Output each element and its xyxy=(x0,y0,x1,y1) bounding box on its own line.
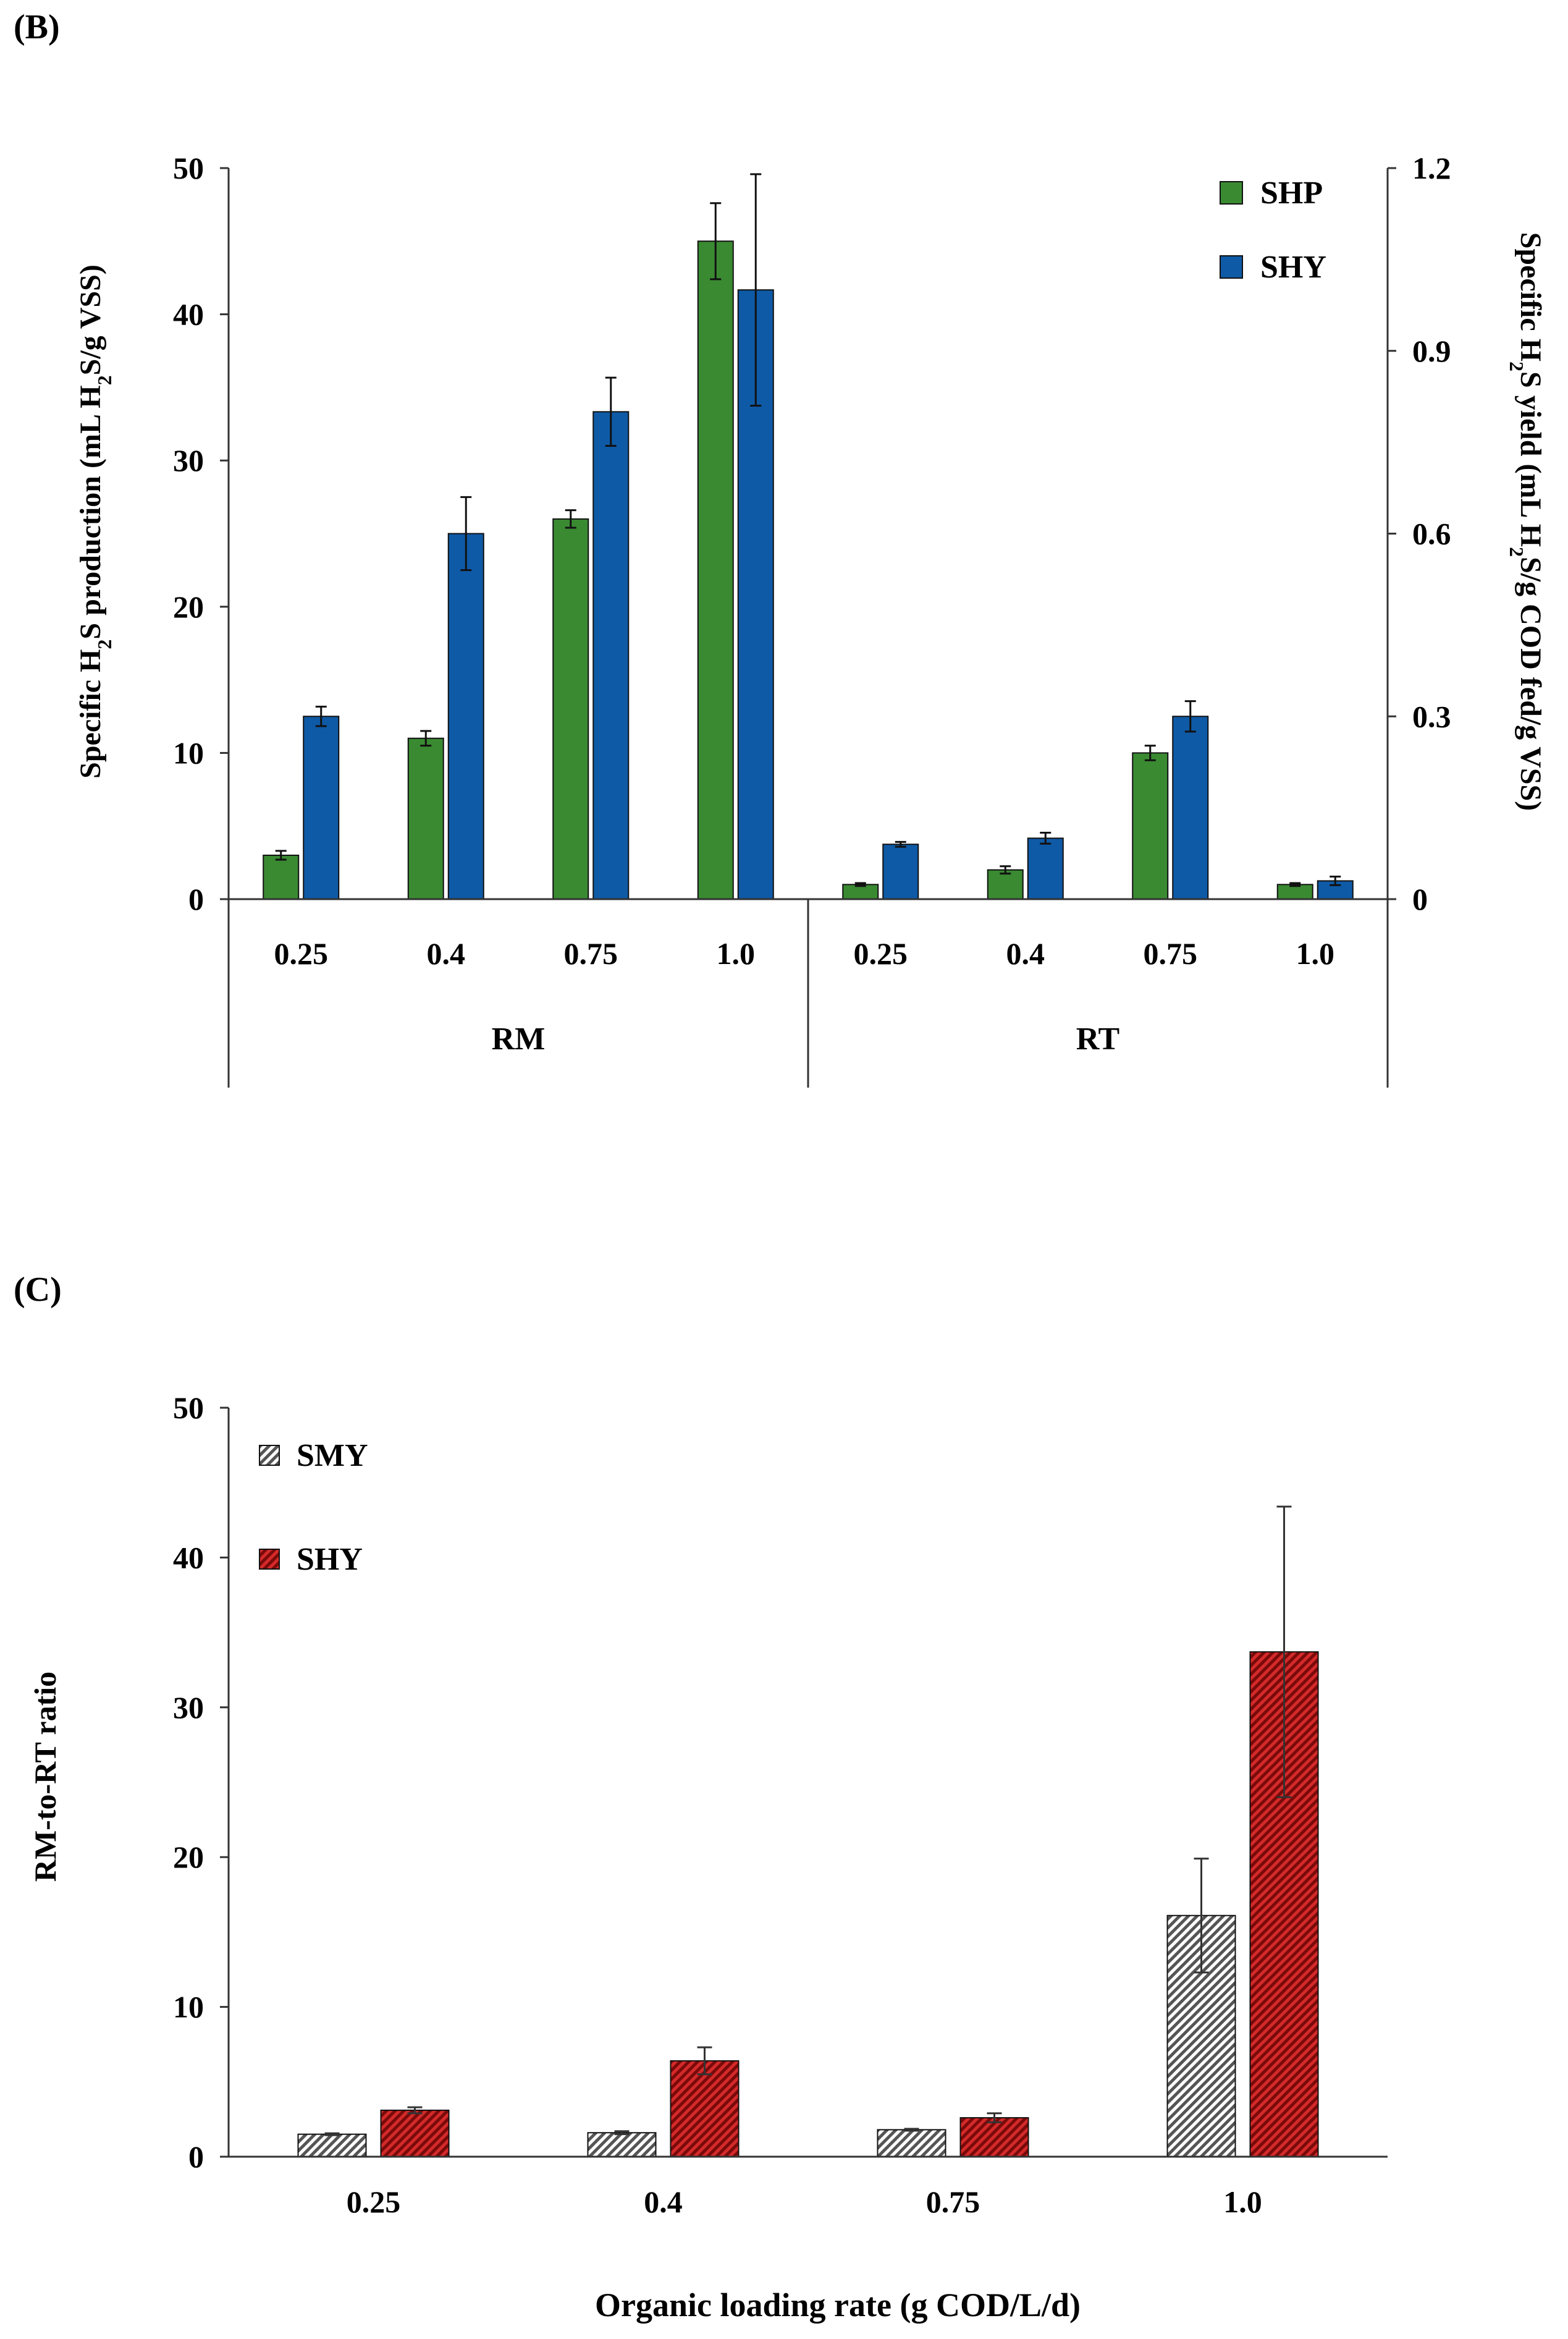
c-errorbar-smy-3 xyxy=(904,2128,919,2132)
b-x-tick-label: 0.25 xyxy=(854,936,908,971)
c-errorbar-shy-1 xyxy=(407,2106,423,2115)
b-legend-label-shp: SHP xyxy=(1260,176,1323,211)
c-errorbar-shy-4 xyxy=(1276,1505,1292,1798)
c-bar-smy-2 xyxy=(587,2132,657,2158)
b-y-tick-label-right: 1.2 xyxy=(1412,151,1451,185)
c-y-axis-label: RM-to-RT ratio xyxy=(28,1672,62,1882)
b-y-tick-label-right: 0.6 xyxy=(1412,517,1451,551)
b-y-tick-label-left: 20 xyxy=(173,590,204,624)
panel-c-label: (C) xyxy=(14,1271,62,1309)
b-errorbar-shp-rt-3 xyxy=(1144,745,1156,761)
b-group-label-rt: RT xyxy=(1076,1021,1119,1057)
c-bar-smy-3 xyxy=(877,2129,946,2157)
c-errorbar-smy-4 xyxy=(1194,1858,1209,1974)
b-bar-shp-rt-3 xyxy=(1132,752,1169,900)
c-errorbar-smy-2 xyxy=(614,2130,630,2136)
b-axes-layer: 0.25 0.4 0.75 1.0 0.25 0.4 0.75 1.0 0 10 20 30 40 50 0… xyxy=(173,151,1451,1088)
b-errorbar-shp-rt-1 xyxy=(854,882,866,887)
b-x-tick-label: 0.75 xyxy=(564,936,618,971)
c-errorbar-shy-2 xyxy=(697,2046,712,2076)
b-errorbar-shy-rt-3 xyxy=(1184,700,1196,733)
b-legend-swatch-shy xyxy=(1220,255,1243,279)
b-bar-shp-rm-2 xyxy=(407,737,444,900)
c-legend: SMY SHY xyxy=(259,1438,368,1577)
b-errorbar-shy-rt-4 xyxy=(1330,876,1341,886)
b-bars-layer xyxy=(263,173,1354,900)
b-errorbar-shp-rt-4 xyxy=(1289,882,1301,887)
b-bar-shy-rm-2 xyxy=(447,533,484,900)
b-bar-shp-rt-2 xyxy=(987,869,1024,900)
b-errorbar-shy-rm-1 xyxy=(315,705,327,727)
c-x-tick-label: 1.0 xyxy=(1223,2185,1262,2219)
b-x-tick-label: 0.4 xyxy=(427,936,466,971)
b-bar-shp-rm-3 xyxy=(552,518,589,900)
c-legend-swatch-shy xyxy=(259,1549,280,1570)
b-bar-shy-rm-3 xyxy=(592,411,630,900)
b-y-tick-label-right: 0.9 xyxy=(1412,334,1451,368)
b-bar-shy-rt-1 xyxy=(882,844,919,900)
b-bar-shy-rm-4 xyxy=(737,289,774,900)
chart-c: 0.25 0.4 0.75 1.0 0 10 20 30 40 50 SMY SHY RM-to-R… xyxy=(28,1390,1388,2324)
b-bar-shy-rm-1 xyxy=(303,716,340,900)
c-axes-layer: 0.25 0.4 0.75 1.0 0 10 20 30 40 50 xyxy=(173,1390,1388,2219)
b-legend: SHP SHY xyxy=(1220,176,1326,285)
b-bar-shy-rt-3 xyxy=(1172,716,1209,900)
b-errorbar-shp-rm-4 xyxy=(710,202,722,281)
panel-b-label: (B) xyxy=(14,8,60,46)
b-y-tick-label-left: 40 xyxy=(173,297,204,332)
b-errorbar-shy-rt-1 xyxy=(895,840,906,848)
c-y-tick-label: 20 xyxy=(173,1840,204,1874)
b-errorbar-shy-rm-2 xyxy=(460,496,472,572)
c-legend-swatch-smy xyxy=(259,1445,280,1466)
c-y-tick-label: 50 xyxy=(173,1390,204,1425)
b-y-tick-label-left: 0 xyxy=(188,882,204,916)
b-y-tick-label-left: 10 xyxy=(173,735,204,770)
b-bar-shp-rm-4 xyxy=(697,240,734,900)
chart-b: 0.25 0.4 0.75 1.0 0.25 0.4 0.75 1.0 0 10 20 30 40 50 0… xyxy=(74,151,1547,1088)
b-bar-shp-rm-1 xyxy=(263,855,300,900)
b-errorbar-shp-rt-2 xyxy=(1000,865,1011,875)
b-errorbar-shp-rm-2 xyxy=(420,730,432,747)
b-y-axis-label-left: Specific H2S production (mL H2S/g VSS) xyxy=(74,264,116,779)
b-legend-swatch-shp xyxy=(1220,181,1243,205)
c-legend-label-smy: SMY xyxy=(297,1438,368,1473)
b-x-tick-label: 1.0 xyxy=(717,936,756,971)
c-errorbar-shy-3 xyxy=(987,2112,1002,2123)
b-group-label-rm: RM xyxy=(492,1021,546,1057)
c-bar-smy-1 xyxy=(297,2133,367,2157)
c-x-tick-label: 0.4 xyxy=(644,2185,683,2219)
b-errorbar-shp-rm-3 xyxy=(565,509,576,529)
c-bar-shy-1 xyxy=(380,2109,450,2157)
b-y-tick-label-right: 0.3 xyxy=(1412,699,1451,734)
b-errorbar-shy-rm-3 xyxy=(605,376,617,447)
b-errorbar-shy-rm-4 xyxy=(750,173,762,407)
b-errorbar-shp-rm-1 xyxy=(275,850,287,861)
b-x-tick-label: 0.4 xyxy=(1006,936,1045,971)
c-y-tick-label: 40 xyxy=(173,1540,204,1575)
c-y-tick-label: 0 xyxy=(188,2139,204,2174)
b-y-tick-label-right: 0 xyxy=(1412,882,1428,916)
b-x-tick-label: 1.0 xyxy=(1296,936,1335,971)
b-y-tick-label-left: 30 xyxy=(173,443,204,478)
c-errorbar-smy-1 xyxy=(324,2132,340,2136)
b-legend-label-shy: SHY xyxy=(1260,250,1326,285)
b-x-tick-label: 0.25 xyxy=(274,936,329,971)
b-x-tick-label: 0.75 xyxy=(1144,936,1198,971)
c-bars-layer xyxy=(297,1505,1319,2158)
c-y-tick-label: 10 xyxy=(173,1990,204,2024)
c-x-axis-label: Organic loading rate (g COD/L/d) xyxy=(595,2286,1081,2324)
c-legend-label-shy: SHY xyxy=(297,1542,363,1577)
c-bar-shy-3 xyxy=(959,2117,1029,2158)
b-bar-shy-rt-2 xyxy=(1027,837,1064,900)
c-x-tick-label: 0.75 xyxy=(926,2185,980,2219)
c-y-tick-label: 30 xyxy=(173,1690,204,1725)
c-x-tick-label: 0.25 xyxy=(347,2185,401,2219)
b-y-tick-label-left: 50 xyxy=(173,151,204,185)
b-errorbar-shy-rt-2 xyxy=(1040,832,1052,845)
b-y-axis-label-right: Specific H2S yield (mL H2S/g COD fed/g V… xyxy=(1506,232,1547,811)
